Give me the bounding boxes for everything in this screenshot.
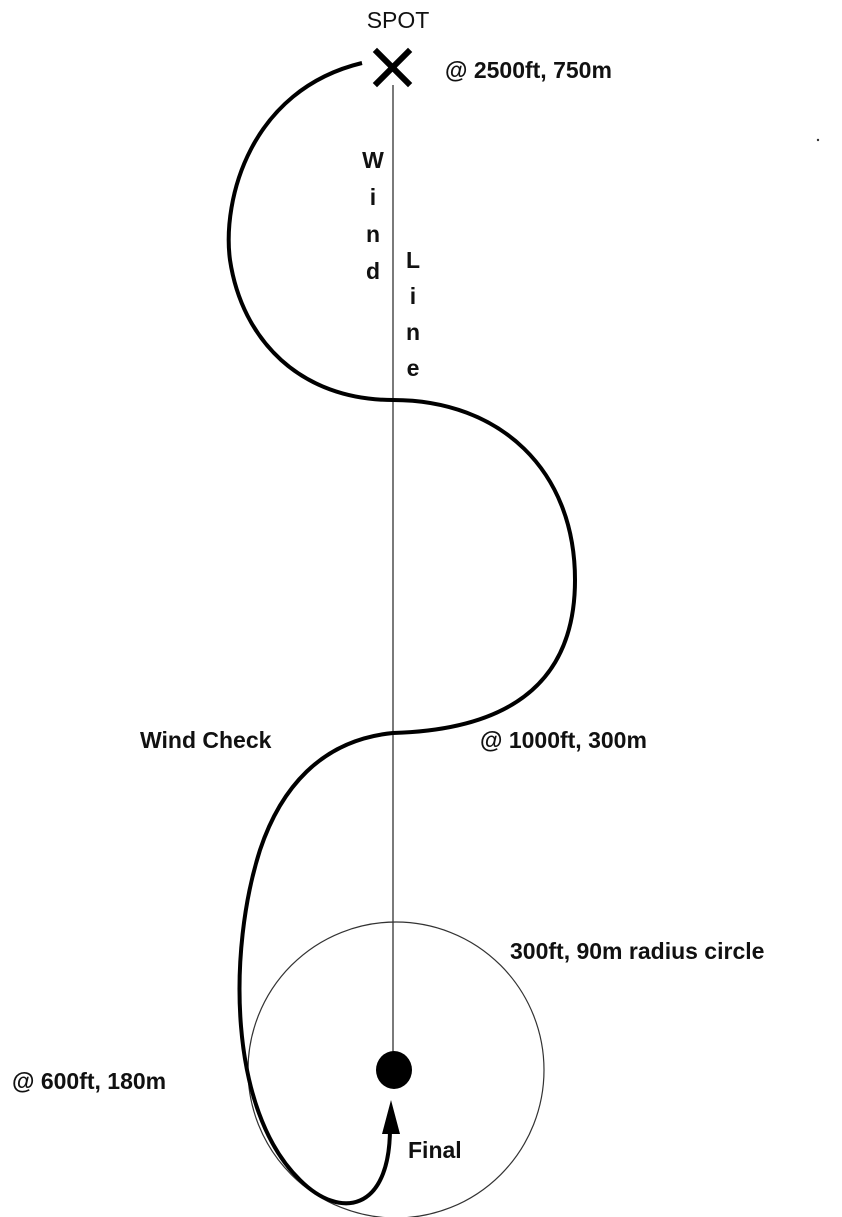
circle-label: 300ft, 90m radius circle <box>510 938 764 964</box>
wind-check-label: Wind Check <box>140 727 272 753</box>
final-arrow <box>382 1100 400 1134</box>
spot-label: SPOT <box>367 7 430 33</box>
flight-path <box>226 61 578 1206</box>
speck <box>816 138 820 142</box>
spot-marker <box>372 47 413 88</box>
altitude-label: @ 600ft, 180m <box>12 1068 166 1094</box>
altitude-label: @ 1000ft, 300m <box>480 727 647 753</box>
final-label: Final <box>408 1137 462 1163</box>
landing-target <box>376 1051 412 1089</box>
altitude-label: @ 2500ft, 750m <box>445 57 612 83</box>
